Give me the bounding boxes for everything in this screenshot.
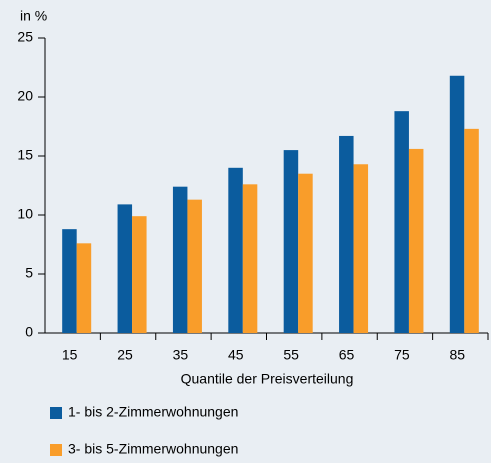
y-tick-label: 10 [17, 206, 33, 222]
bar [187, 199, 202, 333]
y-tick-label: 5 [25, 265, 33, 281]
legend-label: 1- bis 2-Zimmerwohnungen [68, 404, 238, 420]
bar [408, 148, 424, 333]
bar [62, 229, 77, 333]
bar [228, 167, 243, 333]
bar [283, 150, 299, 333]
bar [449, 75, 465, 333]
bar [117, 204, 133, 333]
x-axis-label: Quantile der Preisverteilung [181, 371, 354, 387]
y-tick-label: 15 [17, 147, 33, 163]
x-tick-label: 15 [62, 347, 78, 363]
bar [298, 173, 313, 333]
y-tick-label: 20 [17, 88, 33, 104]
y-tick-label: 0 [25, 324, 33, 340]
x-tick-label: 25 [117, 347, 133, 363]
y-tick-label: 25 [17, 29, 33, 45]
legend-swatch [50, 407, 62, 419]
bar [172, 186, 188, 333]
legend-label: 3- bis 5-Zimmerwohnungen [68, 441, 238, 457]
x-tick-label: 75 [394, 347, 410, 363]
y-axis-label: in % [20, 8, 47, 24]
bar [394, 111, 409, 333]
x-tick-label: 55 [283, 347, 299, 363]
x-tick-label: 85 [450, 347, 466, 363]
bar [353, 164, 369, 333]
bar [464, 128, 479, 333]
x-tick-label: 45 [228, 347, 244, 363]
x-tick-label: 35 [173, 347, 189, 363]
bar [76, 243, 92, 333]
x-tick-label: 65 [339, 347, 355, 363]
bar [132, 216, 147, 333]
bar [339, 135, 354, 333]
legend-swatch [50, 444, 62, 456]
bar [242, 184, 258, 333]
